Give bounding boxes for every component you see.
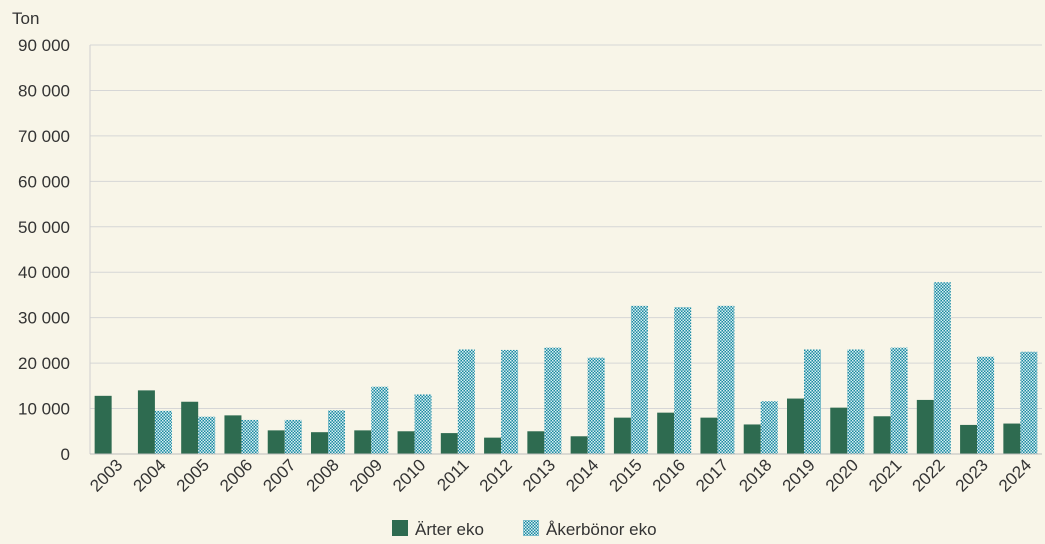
- x-tick-label: 2019: [779, 455, 819, 495]
- y-tick-label: 30 000: [18, 309, 70, 328]
- legend-item-arter-eko: Ärter eko: [392, 520, 484, 539]
- bar-akerbonor-eko-2010: [414, 394, 432, 454]
- bar-akerbonor-eko-2007: [284, 419, 302, 454]
- x-tick-labels: 2003 2004 2005 2006 2007 2008 2009 2010 2011 2012…: [86, 455, 1035, 495]
- y-tick-label: 0: [61, 445, 70, 464]
- x-tick-label: 2014: [562, 455, 602, 495]
- bar-arter-eko-2020: [830, 407, 848, 454]
- x-tick-label: 2011: [433, 455, 472, 494]
- bar-arter-eko-2019: [787, 398, 804, 454]
- x-tick-label: 2009: [346, 455, 386, 495]
- bar-arter-eko-2023: [960, 424, 978, 454]
- bar-akerbonor-eko-2011: [457, 349, 475, 454]
- x-tick-label: 2012: [476, 455, 516, 495]
- x-tick-label: 2007: [259, 455, 299, 495]
- bar-akerbonor-eko-2016: [674, 307, 692, 454]
- y-tick-label: 20 000: [18, 354, 70, 373]
- bar-akerbonor-eko-2021: [890, 347, 908, 454]
- x-tick-label: 2020: [822, 455, 862, 495]
- x-tick-label: 2008: [303, 455, 343, 495]
- legend-swatch-akerbonor-eko: [523, 520, 539, 536]
- bar-arter-eko-2003: [94, 395, 112, 454]
- bar-akerbonor-eko-2020: [847, 349, 865, 454]
- bar-arter-eko-2018: [743, 424, 761, 454]
- legend-swatch-arter-eko: [392, 520, 408, 536]
- gridlines: [90, 44, 1042, 410]
- bar-akerbonor-eko-2009: [371, 386, 389, 454]
- bar-akerbonor-eko-2024: [1020, 351, 1038, 454]
- x-tick-label: 2010: [389, 455, 429, 495]
- x-tick-label: 2003: [86, 455, 126, 495]
- bar-arter-eko-2006: [224, 415, 242, 454]
- bar-arter-eko-2011: [440, 433, 458, 454]
- y-tick-label: 10 000: [18, 400, 70, 419]
- bar-arter-eko-2015: [613, 417, 631, 454]
- bar-akerbonor-eko-2018: [760, 401, 778, 454]
- x-tick-label: 2016: [649, 455, 689, 495]
- bar-arter-eko-2021: [873, 416, 891, 454]
- x-tick-label: 2022: [908, 455, 948, 495]
- bar-akerbonor-eko-2006: [241, 419, 259, 454]
- y-tick-label: 50 000: [18, 218, 70, 237]
- bar-arter-eko-2022: [916, 399, 934, 454]
- x-tick-label: 2013: [519, 455, 559, 495]
- bar-akerbonor-eko-2008: [328, 410, 345, 454]
- y-tick-label: 70 000: [18, 127, 70, 146]
- bar-arter-eko-2024: [1003, 423, 1021, 454]
- legend: Ärter eko Åkerbönor eko: [392, 520, 657, 539]
- bar-akerbonor-eko-2004: [154, 410, 172, 454]
- x-tick-label: 2018: [735, 455, 775, 495]
- bar-akerbonor-eko-2012: [501, 349, 519, 454]
- bar-arter-eko-2013: [527, 431, 545, 454]
- y-axis-label: Ton: [12, 9, 39, 28]
- x-tick-label: 2004: [130, 455, 170, 495]
- x-tick-label: 2017: [692, 455, 732, 495]
- bar-akerbonor-eko-2017: [717, 305, 735, 454]
- bar-akerbonor-eko-2014: [587, 357, 605, 454]
- bar-akerbonor-eko-2013: [544, 347, 562, 454]
- bar-arter-eko-2009: [354, 430, 372, 454]
- y-tick-label: 60 000: [18, 172, 70, 191]
- bar-arter-eko-2004: [137, 390, 155, 454]
- x-tick-label: 2005: [173, 455, 213, 495]
- bar-arter-eko-2007: [267, 430, 285, 454]
- y-tick-label: 40 000: [18, 263, 70, 282]
- y-tick-label: 80 000: [18, 81, 70, 100]
- bar-akerbonor-eko-2022: [933, 282, 951, 454]
- x-tick-label: 2021: [865, 455, 905, 495]
- bar-arter-eko-2008: [311, 432, 328, 454]
- x-tick-label: 2006: [216, 455, 256, 495]
- bar-akerbonor-eko-2015: [630, 305, 648, 454]
- bar-arter-eko-2005: [181, 401, 199, 454]
- legend-label-arter-eko: Ärter eko: [415, 520, 484, 539]
- bar-arter-eko-2016: [657, 412, 675, 454]
- bar-akerbonor-eko-2019: [804, 349, 821, 454]
- x-tick-label: 2023: [952, 455, 992, 495]
- bar-arter-eko-2014: [570, 436, 588, 454]
- bar-arter-eko-2012: [484, 437, 502, 454]
- y-tick-labels: 0 10 000 20 000 30 000 40 000 50 000 60 000 70 …: [18, 36, 70, 464]
- bar-arter-eko-2010: [397, 431, 415, 454]
- x-tick-label: 2015: [606, 455, 646, 495]
- y-tick-label: 90 000: [18, 36, 70, 55]
- bar-akerbonor-eko-2023: [977, 356, 995, 454]
- bars: [94, 282, 1038, 454]
- legend-label-akerbonor-eko: Åkerbönor eko: [546, 520, 657, 539]
- bar-arter-eko-2017: [700, 417, 718, 454]
- legend-item-akerbonor-eko: Åkerbönor eko: [523, 520, 657, 539]
- x-tick-label: 2024: [995, 455, 1035, 495]
- bar-akerbonor-eko-2005: [198, 416, 216, 454]
